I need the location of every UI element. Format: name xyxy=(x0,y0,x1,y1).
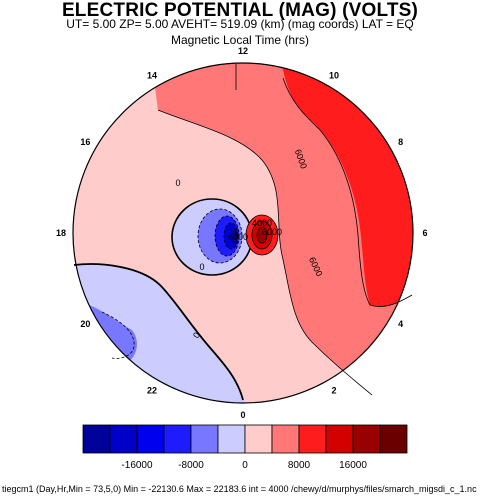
mlt-tick-label-16: 16 xyxy=(80,137,90,147)
colorbar-swatch xyxy=(298,424,327,454)
mlt-tick-label-0: 0 xyxy=(240,410,245,420)
colorbar-swatch xyxy=(136,424,165,454)
colorbar-tick-label: 0 xyxy=(242,460,248,471)
positive-potential-cell xyxy=(245,214,279,256)
contour-label: 0 xyxy=(175,178,180,188)
mlt-tick-label-18: 18 xyxy=(56,228,66,238)
contour-label: 6000 xyxy=(262,227,282,237)
colorbar-swatch xyxy=(379,424,408,454)
mlt-tick-label-20: 20 xyxy=(80,319,90,329)
colorbar-tick-label: 8000 xyxy=(288,460,311,471)
plot-boundary xyxy=(72,62,414,404)
mlt-tick-label-14: 14 xyxy=(147,70,157,80)
colorbar-tick-label: -16000 xyxy=(121,460,153,471)
colorbar-swatch xyxy=(82,424,111,454)
contour-lines xyxy=(73,64,413,401)
mlt-tick-label-12: 12 xyxy=(238,46,248,56)
chart-subtitle: UT= 5.00 ZP= 5.00 AVEHT= 519.09 (km) (ma… xyxy=(66,17,414,31)
colorbar-swatch xyxy=(163,424,192,454)
colorbar-swatch xyxy=(190,424,219,454)
colorbar-tick-label: 16000 xyxy=(339,460,367,471)
contour-label: 0 xyxy=(191,330,202,340)
colorbar-swatch xyxy=(325,424,354,454)
colorbar-swatch xyxy=(352,424,381,454)
contour-label: 0 xyxy=(199,262,204,272)
colorbar-swatch xyxy=(244,424,273,454)
colorbar: -16000 -8000 0 8000 16000 xyxy=(82,424,408,471)
contour-label: 4000 xyxy=(252,218,272,228)
negative-potential-cell xyxy=(171,198,253,276)
chart-axis-label: Magnetic Local Time (hrs) xyxy=(170,33,310,47)
mlt-tick-label-4: 4 xyxy=(398,319,403,329)
colorbar-swatch xyxy=(217,424,246,454)
contour-label: 6000 xyxy=(228,232,248,242)
mlt-tick-label-10: 10 xyxy=(329,70,339,80)
mlt-tick-label-2: 2 xyxy=(331,386,336,396)
mlt-tick-label-6: 6 xyxy=(422,228,427,238)
colorbar-tick-label: -8000 xyxy=(178,460,204,471)
colorbar-swatch xyxy=(271,424,300,454)
colorbar-swatch xyxy=(109,424,138,454)
footer-info: tiegcm1 (Day,Hr,Min = 73,5,0) Min = -221… xyxy=(2,484,477,494)
mlt-tick-label-8: 8 xyxy=(398,137,403,147)
mlt-tick-label-22: 22 xyxy=(147,386,157,396)
chart-title: ELECTRIC POTENTIAL (MAG) (VOLTS) xyxy=(61,0,419,21)
